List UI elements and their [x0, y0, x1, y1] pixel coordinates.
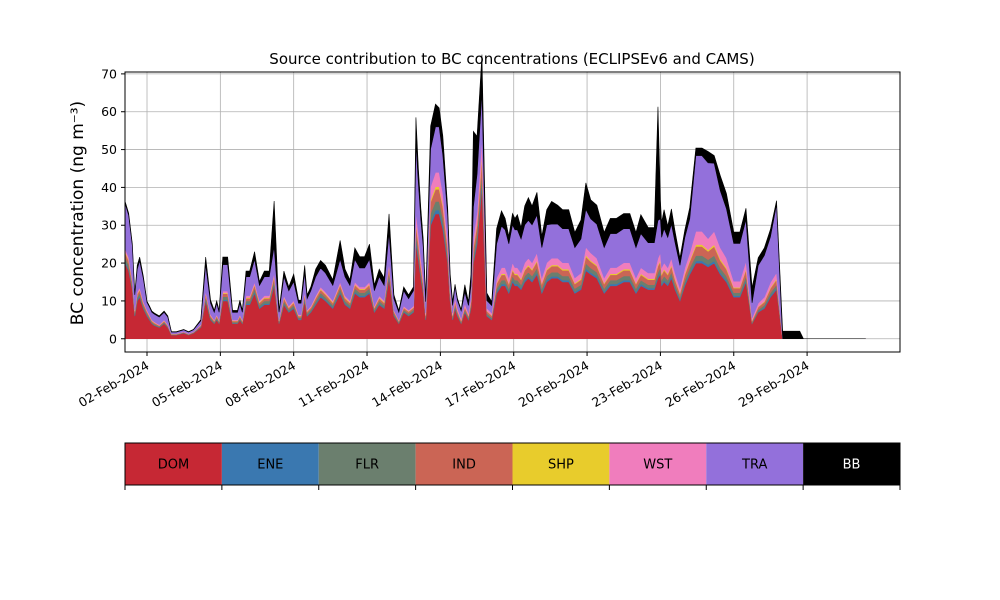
- x-tick-label: 17-Feb-2024: [442, 358, 518, 410]
- y-tick-label: 60: [101, 104, 117, 119]
- y-tick-label: 0: [109, 331, 117, 346]
- legend-swatch-flr: [318, 443, 416, 485]
- legend-swatch-ind: [415, 443, 513, 485]
- y-tick-label: 30: [101, 218, 117, 233]
- x-tick-label: 02-Feb-2024: [76, 358, 152, 410]
- x-tick-label: 26-Feb-2024: [662, 358, 738, 410]
- stacked-areas: [124, 54, 866, 340]
- area-series-bb: [124, 54, 866, 340]
- legend-swatch-bb: [803, 443, 900, 485]
- x-tick-label: 29-Feb-2024: [736, 358, 812, 410]
- x-tick-label: 23-Feb-2024: [589, 358, 665, 410]
- legend-swatch-dom: [125, 443, 222, 485]
- x-tick-label: 08-Feb-2024: [222, 358, 298, 410]
- y-tick-label: 40: [101, 180, 117, 195]
- legend-label-bb: BB: [843, 458, 861, 473]
- legend-label-ene: ENE: [257, 458, 283, 473]
- x-tick-label: 11-Feb-2024: [296, 358, 372, 410]
- y-tick-label: 10: [101, 293, 117, 308]
- x-tick-label: 20-Feb-2024: [516, 358, 592, 410]
- x-tick-label: 05-Feb-2024: [149, 358, 225, 410]
- y-tick-label: 20: [101, 256, 117, 271]
- legend-swatch-shp: [512, 443, 610, 485]
- legend-swatch-ene: [221, 443, 319, 485]
- legend-swatch-wst: [609, 443, 707, 485]
- legend-label-ind: IND: [452, 458, 476, 473]
- chart-title: Source contribution to BC concentrations…: [269, 50, 754, 68]
- y-tick-label: 70: [101, 66, 117, 81]
- legend-colorbar: DOM ENE FLR IND SHP WST TRA BB: [124, 442, 901, 490]
- y-tick-label: 50: [101, 142, 117, 157]
- legend-label-dom: DOM: [158, 458, 189, 473]
- legend-swatch-tra: [706, 443, 804, 485]
- legend-label-tra: TRA: [741, 458, 767, 473]
- plot-frame: [124, 71, 901, 353]
- x-tick-label: 14-Feb-2024: [369, 358, 445, 410]
- legend-label-flr: FLR: [355, 458, 379, 473]
- legend-label-shp: SHP: [548, 458, 574, 473]
- y-axis-label: BC concentration (ng m⁻³): [68, 101, 88, 325]
- legend-label-wst: WST: [643, 458, 672, 473]
